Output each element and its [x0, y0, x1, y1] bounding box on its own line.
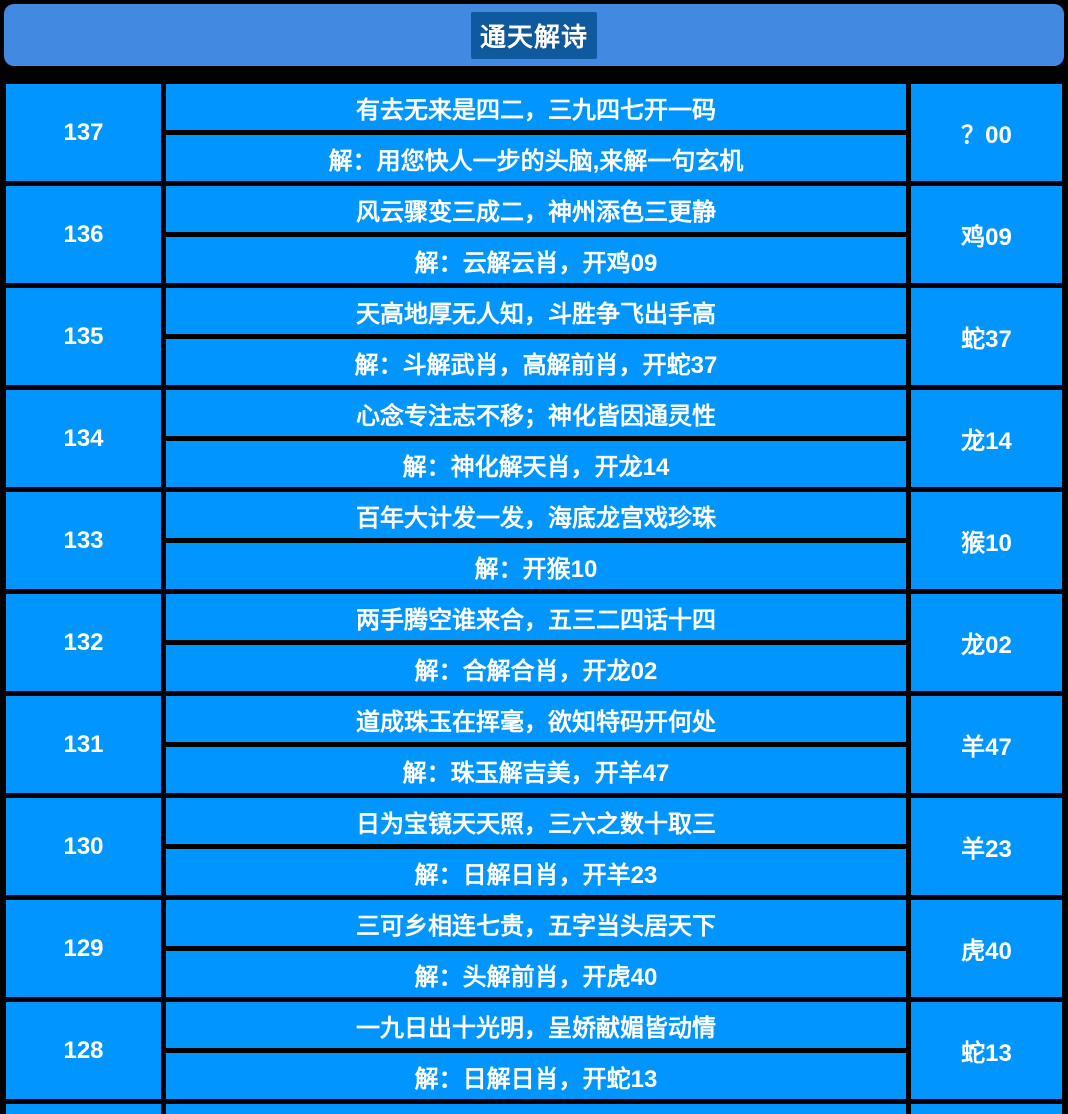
- poem-text-cell: 风云骤变三成二，神州添色三更静: [166, 186, 906, 232]
- result-cell: 羊23: [911, 798, 1062, 895]
- issue-number-cell: 128: [6, 1002, 161, 1099]
- poem-text-cell: 道成珠玉在挥毫，欲知特码开何处: [166, 696, 906, 742]
- issue-number-cell: 137: [6, 84, 161, 181]
- poem-column: 天高地厚无人知，斗胜争飞出手高 解：斗解武肖，高解前肖，开蛇37: [166, 288, 906, 385]
- poem-text-cell: 百年大计发一发，海底龙宫戏珍珠: [166, 492, 906, 538]
- poem-table: 137 有去无来是四二，三九四七开一码 解：用您快人一步的头脑,来解一句玄机 ？…: [0, 84, 1068, 1114]
- result-cell: [911, 1104, 1062, 1114]
- poem-column: 风云骤变三成二，神州添色三更静 解：云解云肖，开鸡09: [166, 186, 906, 283]
- poem-column: 日为宝镜天天照，三六之数十取三 解：日解日肖，开羊23: [166, 798, 906, 895]
- table-row: 133 百年大计发一发，海底龙宫戏珍珠 解：开猴10 猴10: [6, 492, 1062, 589]
- result-cell: 蛇13: [911, 1002, 1062, 1099]
- issue-number-cell: 134: [6, 390, 161, 487]
- result-cell: 鸡09: [911, 186, 1062, 283]
- table-row-partial: [6, 1104, 1062, 1114]
- result-cell: 羊47: [911, 696, 1062, 793]
- poem-text-cell: [166, 1104, 906, 1114]
- poem-column: [166, 1104, 906, 1114]
- issue-number-cell: 135: [6, 288, 161, 385]
- result-cell: 龙02: [911, 594, 1062, 691]
- page-title: 通天解诗: [470, 11, 597, 59]
- table-row: 136 风云骤变三成二，神州添色三更静 解：云解云肖，开鸡09 鸡09: [6, 186, 1062, 283]
- poem-column: 道成珠玉在挥毫，欲知特码开何处 解：珠玉解吉美，开羊47: [166, 696, 906, 793]
- poem-text-cell: 有去无来是四二，三九四七开一码: [166, 84, 906, 130]
- answer-text-cell: 解：云解云肖，开鸡09: [166, 237, 906, 283]
- answer-text-cell: 解：用您快人一步的头脑,来解一句玄机: [166, 135, 906, 181]
- poem-text-cell: 三可乡相连七贵，五字当头居天下: [166, 900, 906, 946]
- issue-number-cell: 131: [6, 696, 161, 793]
- result-cell: 蛇37: [911, 288, 1062, 385]
- issue-number-cell: 133: [6, 492, 161, 589]
- poem-column: 百年大计发一发，海底龙宫戏珍珠 解：开猴10: [166, 492, 906, 589]
- answer-text-cell: 解：珠玉解吉美，开羊47: [166, 747, 906, 793]
- result-cell: 虎40: [911, 900, 1062, 997]
- answer-text-cell: 解：神化解天肖，开龙14: [166, 441, 906, 487]
- result-cell: ？00: [911, 84, 1062, 181]
- result-cell: 猴10: [911, 492, 1062, 589]
- table-row: 137 有去无来是四二，三九四七开一码 解：用您快人一步的头脑,来解一句玄机 ？…: [6, 84, 1062, 181]
- issue-number-cell: 130: [6, 798, 161, 895]
- answer-text-cell: 解：开猴10: [166, 543, 906, 589]
- issue-number-cell: 129: [6, 900, 161, 997]
- poem-column: 心念专注志不移；神化皆因通灵性 解：神化解天肖，开龙14: [166, 390, 906, 487]
- issue-number-cell: [6, 1104, 161, 1114]
- table-row: 132 两手腾空谁来合，五三二四话十四 解：合解合肖，开龙02 龙02: [6, 594, 1062, 691]
- answer-text-cell: 解：日解日肖，开蛇13: [166, 1053, 906, 1099]
- poem-column: 有去无来是四二，三九四七开一码 解：用您快人一步的头脑,来解一句玄机: [166, 84, 906, 181]
- table-row: 131 道成珠玉在挥毫，欲知特码开何处 解：珠玉解吉美，开羊47 羊47: [6, 696, 1062, 793]
- table-row: 135 天高地厚无人知，斗胜争飞出手高 解：斗解武肖，高解前肖，开蛇37 蛇37: [6, 288, 1062, 385]
- poem-column: 一九日出十光明，呈娇献媚皆动情 解：日解日肖，开蛇13: [166, 1002, 906, 1099]
- answer-text-cell: 解：头解前肖，开虎40: [166, 951, 906, 997]
- table-row: 129 三可乡相连七贵，五字当头居天下 解：头解前肖，开虎40 虎40: [6, 900, 1062, 997]
- issue-number-cell: 132: [6, 594, 161, 691]
- poem-text-cell: 天高地厚无人知，斗胜争飞出手高: [166, 288, 906, 334]
- poem-column: 三可乡相连七贵，五字当头居天下 解：头解前肖，开虎40: [166, 900, 906, 997]
- poem-text-cell: 一九日出十光明，呈娇献媚皆动情: [166, 1002, 906, 1048]
- answer-text-cell: 解：斗解武肖，高解前肖，开蛇37: [166, 339, 906, 385]
- poem-text-cell: 日为宝镜天天照，三六之数十取三: [166, 798, 906, 844]
- poem-text-cell: 心念专注志不移；神化皆因通灵性: [166, 390, 906, 436]
- table-row: 134 心念专注志不移；神化皆因通灵性 解：神化解天肖，开龙14 龙14: [6, 390, 1062, 487]
- poem-column: 两手腾空谁来合，五三二四话十四 解：合解合肖，开龙02: [166, 594, 906, 691]
- result-cell: 龙14: [911, 390, 1062, 487]
- table-row: 128 一九日出十光明，呈娇献媚皆动情 解：日解日肖，开蛇13 蛇13: [6, 1002, 1062, 1099]
- poem-text-cell: 两手腾空谁来合，五三二四话十四: [166, 594, 906, 640]
- answer-text-cell: 解：日解日肖，开羊23: [166, 849, 906, 895]
- issue-number-cell: 136: [6, 186, 161, 283]
- answer-text-cell: 解：合解合肖，开龙02: [166, 645, 906, 691]
- table-row: 130 日为宝镜天天照，三六之数十取三 解：日解日肖，开羊23 羊23: [6, 798, 1062, 895]
- page-header-bar: 通天解诗: [4, 4, 1064, 66]
